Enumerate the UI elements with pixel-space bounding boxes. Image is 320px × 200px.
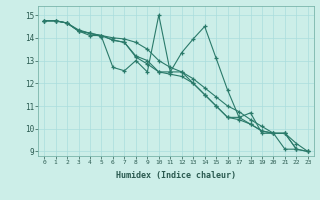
X-axis label: Humidex (Indice chaleur): Humidex (Indice chaleur) (116, 171, 236, 180)
